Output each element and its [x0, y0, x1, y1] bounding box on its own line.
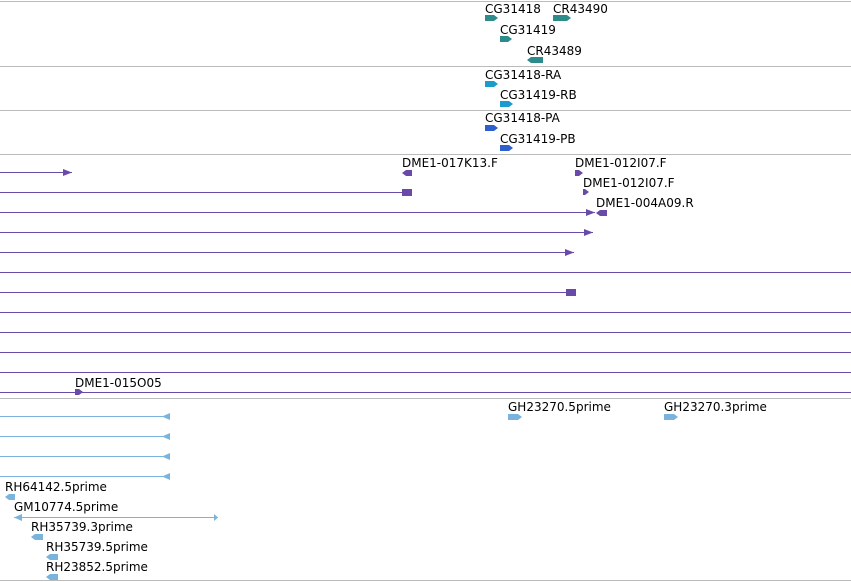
- track-bac-ends: DME1-017K13.F DME1-012I07.F DME1-012I07.F D…: [0, 156, 851, 395]
- bac-end-span[interactable]: [0, 289, 576, 296]
- track-ests: GH23270.5prime GH23270.3prime RH64142.5pri…: [0, 400, 767, 580]
- gene-feature[interactable]: CR43489: [527, 44, 582, 63]
- track-proteins: CG31418-PA CG31419-PB: [485, 111, 576, 151]
- feature-label: RH35739.5prime: [46, 540, 148, 554]
- transcript-feature[interactable]: CG31419-RB: [500, 88, 577, 107]
- bac-end-feature[interactable]: DME1-012I07.F: [575, 156, 667, 176]
- feature-label: CG31419-RB: [500, 88, 577, 102]
- gene-feature[interactable]: CG31419: [500, 23, 556, 42]
- feature-label: GM10774.5prime: [14, 500, 118, 514]
- bac-end-feature[interactable]: DME1-004A09.R: [596, 196, 694, 216]
- bac-end-feature[interactable]: DME1-017K13.F: [402, 156, 498, 176]
- feature-label: DME1-012I07.F: [583, 176, 675, 190]
- est-feature[interactable]: RH64142.5prime: [5, 480, 107, 500]
- bac-end-span[interactable]: [0, 209, 595, 216]
- feature-label: CG31419-PB: [500, 132, 576, 146]
- feature-label: GH23270.5prime: [508, 400, 611, 414]
- est-span[interactable]: [0, 433, 170, 440]
- feature-label: CR43489: [527, 44, 582, 58]
- gene-feature[interactable]: CG31418: [485, 2, 541, 21]
- est-feature[interactable]: RH35739.3prime: [31, 520, 133, 540]
- feature-label: DME1-012I07.F: [575, 156, 667, 170]
- feature-label: RH35739.3prime: [31, 520, 133, 534]
- feature-label: DME1-015O05: [75, 376, 162, 390]
- bac-end-feature[interactable]: DME1-015O05: [75, 376, 162, 395]
- bac-end-span[interactable]: [0, 229, 593, 236]
- est-feature[interactable]: GM10774.5prime: [14, 500, 218, 521]
- bac-end-span[interactable]: [0, 249, 574, 256]
- feature-label: RH64142.5prime: [5, 480, 107, 494]
- feature-label: CG31418-PA: [485, 111, 561, 125]
- feature-label: CR43490: [553, 2, 608, 16]
- est-feature[interactable]: RH35739.5prime: [46, 540, 148, 560]
- est-span[interactable]: [0, 453, 170, 460]
- feature-label: DME1-017K13.F: [402, 156, 498, 170]
- bac-end-span[interactable]: [0, 169, 72, 176]
- feature-label: DME1-004A09.R: [596, 196, 694, 210]
- track-transcripts: CG31418-RA CG31419-RB: [485, 68, 577, 107]
- est-feature[interactable]: RH23852.5prime: [46, 560, 148, 580]
- est-feature[interactable]: GH23270.3prime: [664, 400, 767, 420]
- est-feature[interactable]: GH23270.5prime: [508, 400, 611, 420]
- feature-label: RH23852.5prime: [46, 560, 148, 574]
- est-span[interactable]: [0, 473, 170, 480]
- protein-feature[interactable]: CG31418-PA: [485, 111, 561, 131]
- transcript-feature[interactable]: CG31418-RA: [485, 68, 562, 87]
- feature-label: CG31418-RA: [485, 68, 562, 82]
- track-genes: CG31418 CR43490 CG31419 CR43489: [485, 2, 608, 63]
- est-span[interactable]: [0, 413, 170, 420]
- feature-label: GH23270.3prime: [664, 400, 767, 414]
- bac-end-feature[interactable]: DME1-012I07.F: [583, 176, 675, 195]
- protein-feature[interactable]: CG31419-PB: [500, 132, 576, 151]
- feature-label: CG31419: [500, 23, 556, 37]
- feature-label: CG31418: [485, 2, 541, 16]
- bac-end-span[interactable]: [0, 189, 412, 196]
- gene-feature[interactable]: CR43490: [553, 2, 608, 21]
